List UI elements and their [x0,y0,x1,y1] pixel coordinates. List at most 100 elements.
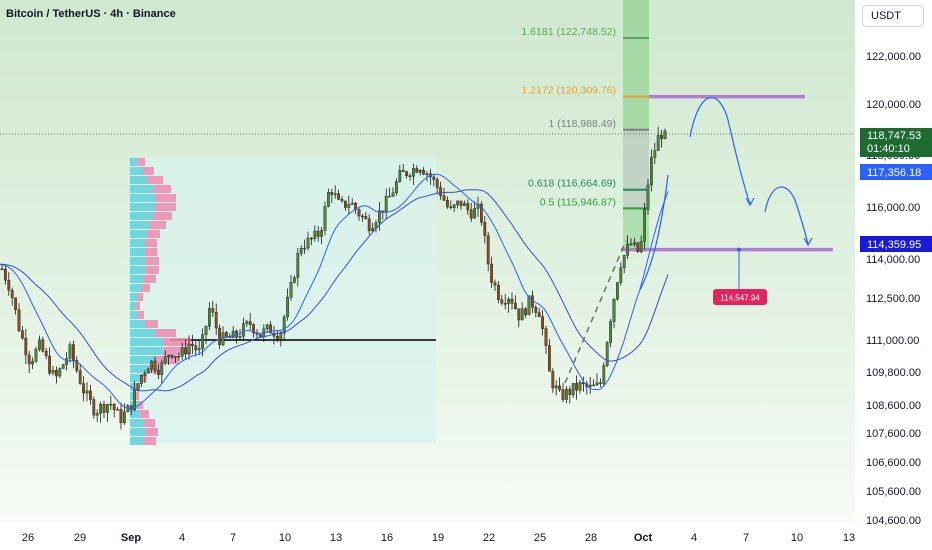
candle-body-117 [398,170,402,182]
price-tag-value-1: 117,356.18 [867,167,921,179]
vp-bar-up-17 [130,311,138,319]
candle-body-114 [388,195,391,198]
vp-bar-down-24 [139,374,147,382]
candle-body-62 [211,308,215,313]
vp-bar-down-7 [150,221,166,229]
vp-bar-down-12 [146,266,159,274]
candle-body-22 [75,360,79,371]
candle-body-144 [490,263,493,283]
candle-body-91 [310,237,313,240]
vp-bar-up-7 [130,221,150,229]
candle-body-19 [65,358,69,365]
candle-body-43 [146,368,150,374]
candle-body-124 [422,170,425,175]
vp-bar-up-25 [130,383,136,391]
vp-bar-up-4 [130,194,155,202]
candle-body-159 [541,316,545,329]
candle-body-131 [446,200,449,208]
vp-bar-down-5 [155,203,176,211]
candle-body-73 [248,321,252,325]
y-tick-3: 116,000.00 [866,202,920,214]
candle-body-192 [653,150,657,158]
candle-body-68 [231,330,235,338]
candle-body-72 [245,321,249,324]
candle-body-83 [282,316,286,334]
candle-body-2 [7,279,11,291]
candle-body-5 [17,309,21,332]
candle-body-98 [333,193,337,195]
candle-body-191 [650,157,653,186]
candle-body-0 [0,268,4,271]
candle-body-142 [483,222,487,236]
candle-body-93 [316,230,320,237]
vp-bar-down-1 [143,167,154,175]
candle-body-107 [364,216,368,219]
candle-body-17 [58,368,62,377]
projection-arrow-3 [639,174,669,291]
vp-bar-up-18 [130,320,145,328]
candle-body-1 [3,268,7,281]
candle-body-166 [565,388,568,400]
vp-bar-up-0 [130,158,138,166]
candle-body-146 [497,284,500,300]
candle-body-168 [571,383,575,396]
target-anchor-dot [737,247,741,252]
vp-bar-up-13 [130,275,144,283]
candle-body-9 [31,361,34,365]
y-tick-10: 106,600.00 [866,457,921,469]
candle-body-97 [330,192,334,195]
fib-label-4: 0.5 (115,946.87) [540,196,616,208]
candle-body-108 [367,218,371,232]
vp-bar-up-31 [130,437,144,445]
candle-body-13 [44,350,48,357]
x-tick-11: 28 [585,532,597,544]
candle-body-111 [378,210,381,223]
candle-body-74 [252,324,255,334]
vp-bar-down-11 [146,257,159,265]
candle-body-123 [418,170,422,173]
candle-body-188 [639,241,643,252]
vp-bar-up-14 [130,284,141,292]
candle-body-21 [71,344,75,361]
candle-body-122 [415,168,419,173]
price-axis[interactable] [855,0,932,550]
time-axis[interactable] [0,522,855,550]
candle-body-127 [432,176,436,180]
x-tick-13: 4 [691,532,697,544]
y-tick-5: 112,500.00 [866,293,920,305]
candle-body-178 [605,342,609,366]
candle-body-70 [238,336,242,338]
fib-label-3: 0.618 (116,664.69) [528,178,616,190]
candle-body-31 [105,404,109,413]
candle-body-184 [626,243,630,256]
candle-body-28 [95,413,99,416]
candle-body-141 [480,203,483,223]
vp-bar-up-6 [130,212,153,220]
candles [0,126,667,430]
candle-body-155 [527,295,531,316]
candle-body-147 [500,299,504,304]
candle-body-18 [61,364,65,369]
candle-body-3 [10,290,14,299]
candle-body-161 [548,345,551,372]
candle-body-160 [544,328,548,346]
candle-body-48 [163,356,167,363]
vp-bar-up-20 [130,338,164,346]
candle-body-194 [660,135,664,140]
candle-body-118 [401,170,405,172]
candle-body-4 [14,297,17,310]
vp-bar-up-22 [130,356,156,364]
projection-arrowhead-2 [803,237,813,247]
fib-label-0: 1.6181 (122,748.52) [521,26,616,38]
candle-body-27 [92,399,96,416]
price-tag-2 [860,236,932,252]
candle-body-156 [531,295,534,308]
currency-button[interactable]: USDT [862,5,924,27]
projection-arrowhead-1 [745,197,755,207]
x-tick-3: 4 [179,532,185,544]
vp-bar-down-29 [144,419,155,427]
candle-body-169 [575,383,579,391]
x-tick-0: 26 [22,532,34,544]
vp-bar-up-23 [130,365,147,373]
